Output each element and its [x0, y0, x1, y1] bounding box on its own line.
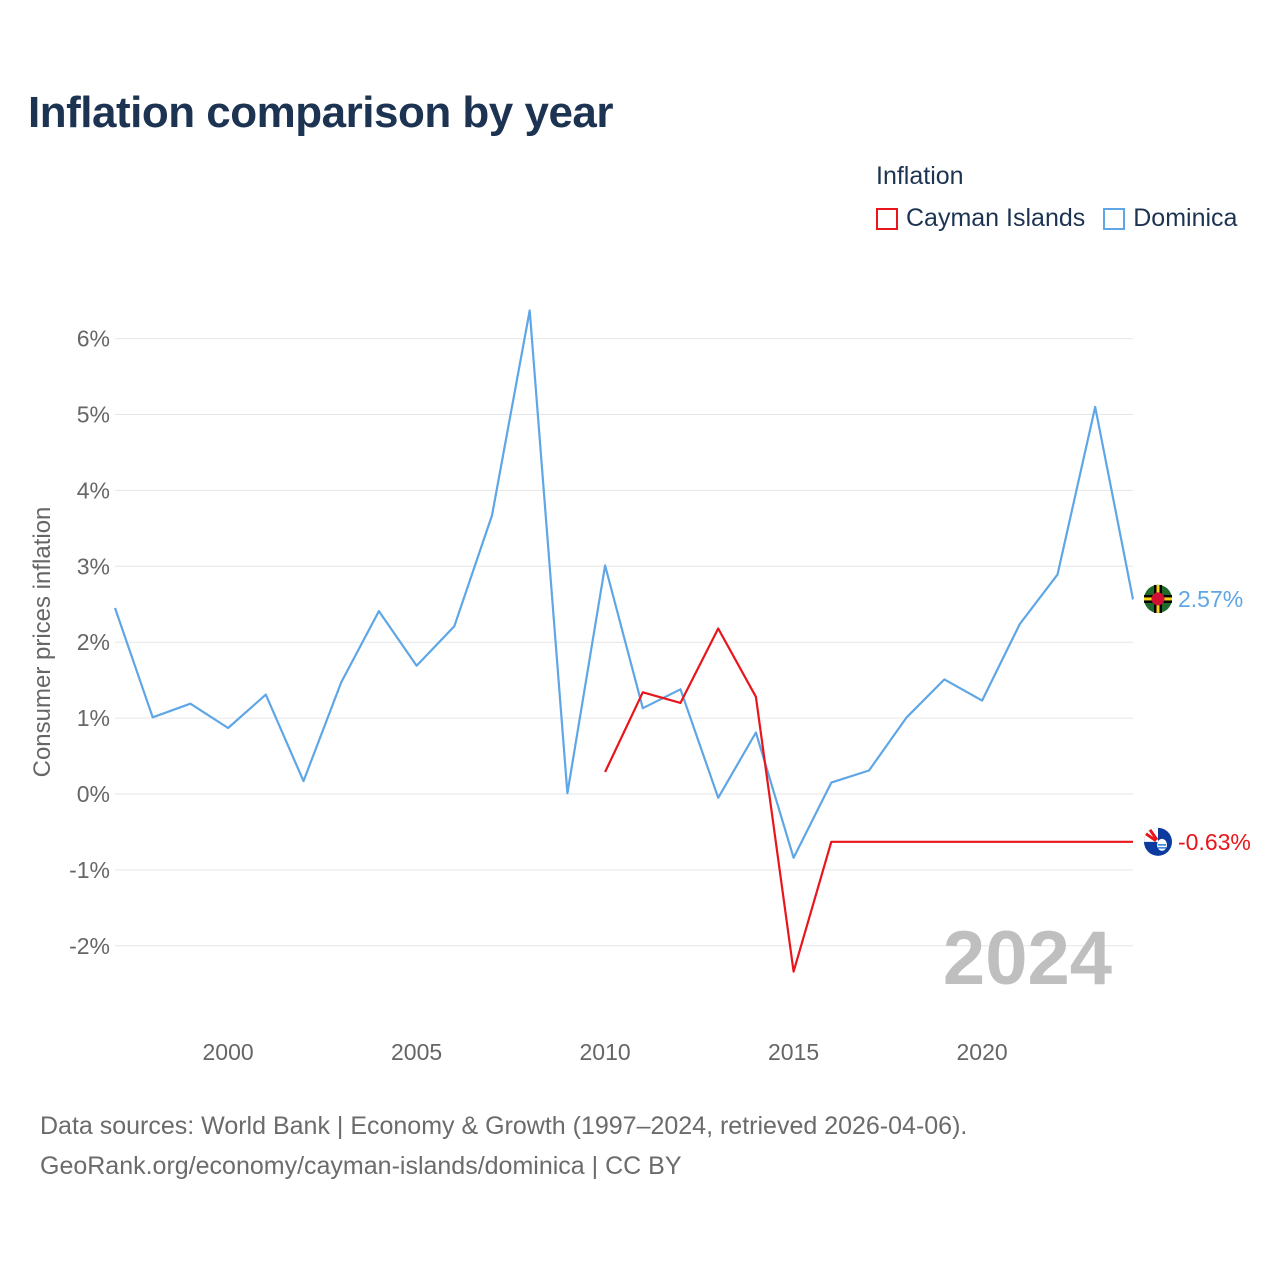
year-watermark: 2024	[943, 916, 1112, 1001]
legend: Cayman Islands Dominica	[876, 204, 1237, 233]
x-tick-label: 2015	[768, 1039, 819, 1065]
y-tick-label: 0%	[77, 781, 110, 807]
footer: Data sources: World Bank | Economy & Gro…	[40, 1106, 967, 1186]
legend-label-dominica: Dominica	[1133, 204, 1238, 232]
series-line-cayman-islands	[604, 627, 1135, 973]
y-tick-label: 5%	[77, 402, 110, 428]
data-source-text: Data sources: World Bank | Economy & Gro…	[40, 1112, 968, 1140]
y-tick-label: 2%	[77, 629, 110, 655]
y-tick-label: 6%	[77, 326, 110, 352]
series-line-dominica	[113, 309, 1135, 859]
x-tick-label: 2005	[391, 1039, 442, 1065]
cayman-islands-flag-icon	[1144, 827, 1172, 856]
y-tick-label: -1%	[69, 857, 110, 883]
y-tick-label: 3%	[77, 553, 110, 579]
x-tick-label: 2000	[203, 1039, 254, 1065]
dominica-flag-icon	[1144, 584, 1172, 613]
x-tick-label: 2010	[580, 1039, 631, 1065]
y-tick-label: -2%	[69, 933, 110, 959]
legend-title: Inflation	[876, 162, 964, 190]
y-tick-label: 1%	[77, 705, 110, 731]
source-url-text: GeoRank.org/economy/cayman-islands/domin…	[40, 1152, 682, 1180]
legend-item-dominica[interactable]: Dominica	[1103, 204, 1237, 233]
end-label-dominica: 2.57%	[1178, 586, 1243, 612]
y-axis-label: Consumer prices inflation	[29, 507, 56, 778]
legend-swatch-cayman-islands	[876, 207, 898, 230]
end-label-cayman-islands: -0.63%	[1178, 829, 1251, 855]
x-tick-label: 2020	[957, 1039, 1008, 1065]
y-tick-label: 4%	[77, 477, 110, 503]
legend-swatch-dominica	[1103, 207, 1126, 230]
legend-item-cayman-islands[interactable]: Cayman Islands	[876, 204, 1085, 233]
legend-label-cayman-islands: Cayman Islands	[906, 204, 1086, 232]
chart-title: Inflation comparison by year	[28, 88, 614, 137]
